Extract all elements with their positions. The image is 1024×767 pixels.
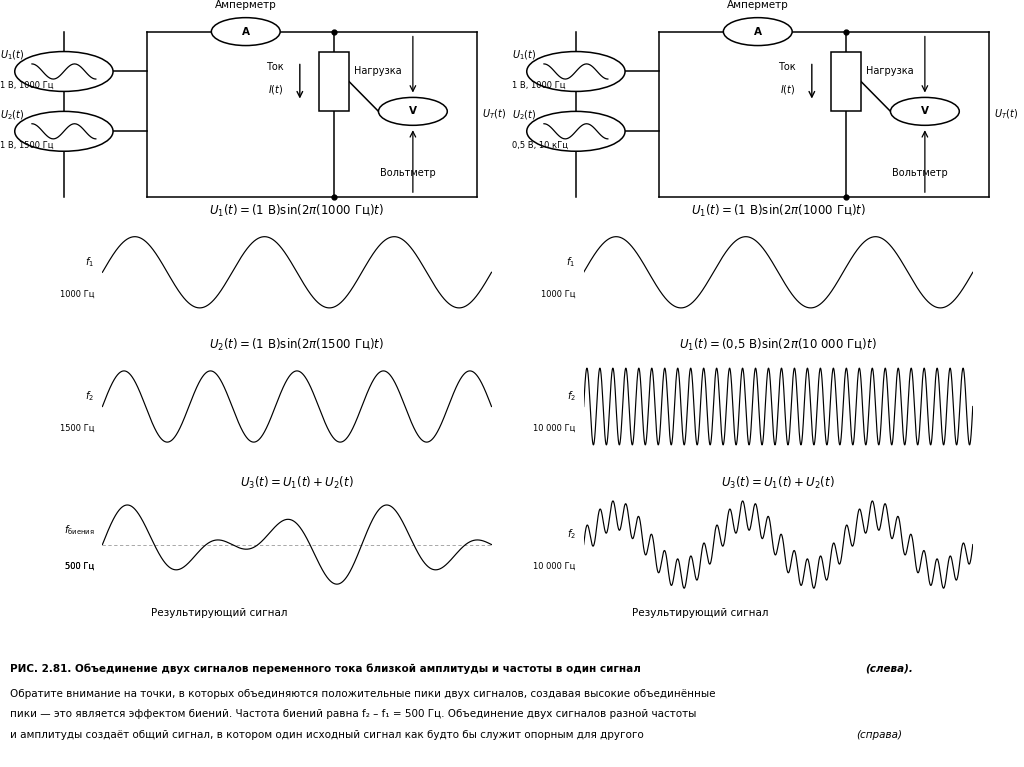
Text: 10 000 Гц: 10 000 Гц	[534, 424, 575, 433]
Text: V: V	[409, 107, 417, 117]
Text: $f_1$: $f_1$	[85, 255, 94, 269]
Text: 1 В, 1000 Гц: 1 В, 1000 Гц	[512, 81, 565, 90]
Text: $f_1$: $f_1$	[566, 255, 575, 269]
Text: V: V	[921, 107, 929, 117]
Text: 1000 Гц: 1000 Гц	[59, 290, 94, 298]
Text: Нагрузка: Нагрузка	[354, 67, 401, 77]
Circle shape	[14, 111, 113, 151]
Text: и амплитуды создаёт общий сигнал, в котором один исходный сигнал как будто бы сл: и амплитуды создаёт общий сигнал, в кото…	[10, 730, 647, 740]
Text: Вольтметр: Вольтметр	[892, 168, 948, 178]
Text: $U_T(t)$: $U_T(t)$	[993, 107, 1018, 121]
Circle shape	[723, 18, 793, 45]
Text: 1500 Гц: 1500 Гц	[59, 424, 94, 433]
Text: 500 Гц: 500 Гц	[65, 562, 94, 571]
Text: РИС. 2.81. Объединение двух сигналов переменного тока близкой амплитуды и частот: РИС. 2.81. Объединение двух сигналов пер…	[10, 663, 645, 674]
Text: 0,5 В, 10 кГц: 0,5 В, 10 кГц	[512, 141, 568, 150]
Bar	[319, 51, 349, 111]
Circle shape	[211, 18, 281, 45]
Text: Результирующий сигнал: Результирующий сигнал	[151, 608, 288, 618]
Text: Ток: Ток	[266, 62, 284, 73]
Text: $U_3(t) = U_1(t) + U_2(t)$: $U_3(t) = U_1(t) + U_2(t)$	[240, 475, 354, 491]
Circle shape	[14, 51, 113, 91]
Text: $U_2(t) = (1\ \mathrm{В})\sin(2\pi(1500\ \mathrm{Гц})t)$: $U_2(t) = (1\ \mathrm{В})\sin(2\pi(1500\…	[209, 337, 385, 353]
Text: $U_1(t)$: $U_1(t)$	[0, 49, 25, 62]
Bar	[831, 51, 861, 111]
Text: A: A	[754, 27, 762, 37]
Text: пики — это является эффектом биений. Частота биений равна f₂ – f₁ = 500 Гц. Объе: пики — это является эффектом биений. Час…	[10, 709, 696, 719]
Text: $U_T(t)$: $U_T(t)$	[481, 107, 506, 121]
Text: $U_1(t) = (1\ \mathrm{В})\sin(2\pi(1000\ \mathrm{Гц})t)$: $U_1(t) = (1\ \mathrm{В})\sin(2\pi(1000\…	[209, 202, 385, 219]
Text: $U_1(t) = (1\ \mathrm{В})\sin(2\pi(1000\ \mathrm{Гц})t)$: $U_1(t) = (1\ \mathrm{В})\sin(2\pi(1000\…	[690, 202, 866, 219]
Text: $U_1(t) = (0{,}5\ \mathrm{В})\sin(2\pi(10\ 000\ \mathrm{Гц})t)$: $U_1(t) = (0{,}5\ \mathrm{В})\sin(2\pi(1…	[679, 337, 878, 353]
Circle shape	[379, 97, 447, 125]
Text: 1000 Гц: 1000 Гц	[541, 290, 575, 298]
Text: $f_2$: $f_2$	[566, 528, 575, 542]
Text: Ток: Ток	[778, 62, 796, 73]
Text: Вольтметр: Вольтметр	[380, 168, 436, 178]
Text: $I(t)$: $I(t)$	[267, 83, 283, 96]
Text: 1 В, 1000 Гц: 1 В, 1000 Гц	[0, 81, 53, 90]
Text: 1 В, 1500 Гц: 1 В, 1500 Гц	[0, 141, 53, 150]
Text: (справа): (справа)	[856, 730, 902, 740]
Text: Нагрузка: Нагрузка	[866, 67, 913, 77]
Text: Обратите внимание на точки, в которых объединяются положительные пики двух сигна: Обратите внимание на точки, в которых об…	[10, 689, 716, 699]
Circle shape	[891, 97, 959, 125]
Circle shape	[526, 51, 625, 91]
Text: $U_2(t)$: $U_2(t)$	[0, 109, 25, 122]
Text: Результирующий сигнал: Результирующий сигнал	[632, 608, 769, 618]
Text: $U_3(t) = U_1(t) + U_2(t)$: $U_3(t) = U_1(t) + U_2(t)$	[721, 475, 836, 491]
Text: $I(t)$: $I(t)$	[779, 83, 795, 96]
Text: $f_2$: $f_2$	[85, 390, 94, 403]
Text: $U_1(t)$: $U_1(t)$	[512, 49, 537, 62]
Text: Амперметр: Амперметр	[215, 0, 276, 10]
Text: $f_{\rm биения}$: $f_{\rm биения}$	[63, 523, 94, 536]
Text: 500 Гц: 500 Гц	[65, 562, 94, 571]
Text: $U_2(t)$: $U_2(t)$	[512, 109, 537, 122]
Text: Амперметр: Амперметр	[727, 0, 788, 10]
Text: (слева).: (слева).	[865, 663, 913, 673]
Text: 10 000 Гц: 10 000 Гц	[534, 562, 575, 571]
Text: $f_2$: $f_2$	[566, 390, 575, 403]
Text: A: A	[242, 27, 250, 37]
Circle shape	[526, 111, 625, 151]
